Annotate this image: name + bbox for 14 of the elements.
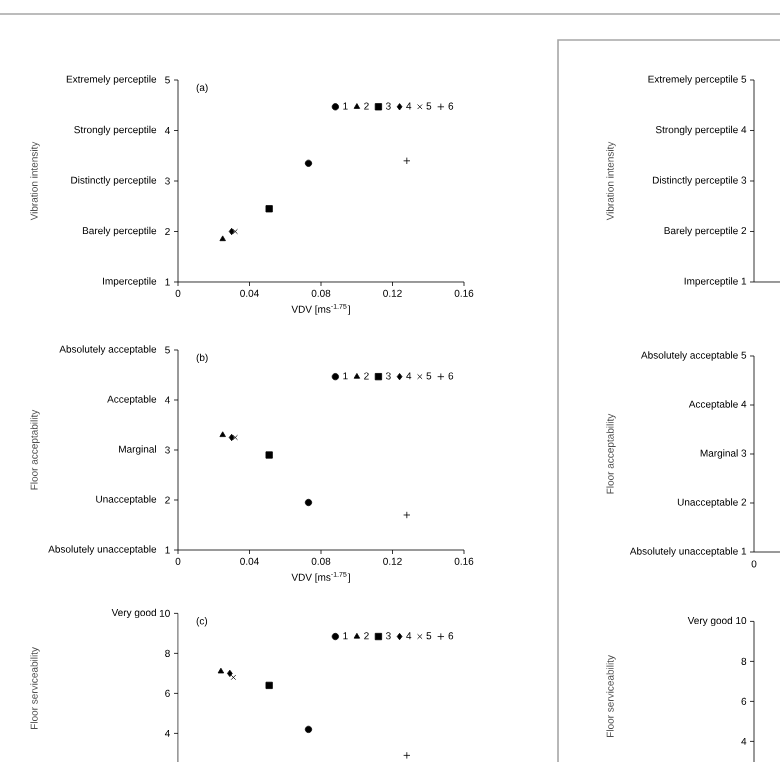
point	[217, 667, 225, 674]
point	[265, 451, 273, 459]
point	[304, 159, 313, 167]
point	[219, 431, 226, 437]
point	[403, 157, 411, 165]
point	[219, 235, 226, 242]
point	[265, 205, 273, 213]
point	[230, 674, 237, 681]
point	[403, 751, 411, 759]
point	[227, 669, 233, 677]
point	[304, 725, 313, 733]
point	[403, 511, 411, 519]
point	[304, 498, 313, 507]
point	[265, 681, 273, 689]
